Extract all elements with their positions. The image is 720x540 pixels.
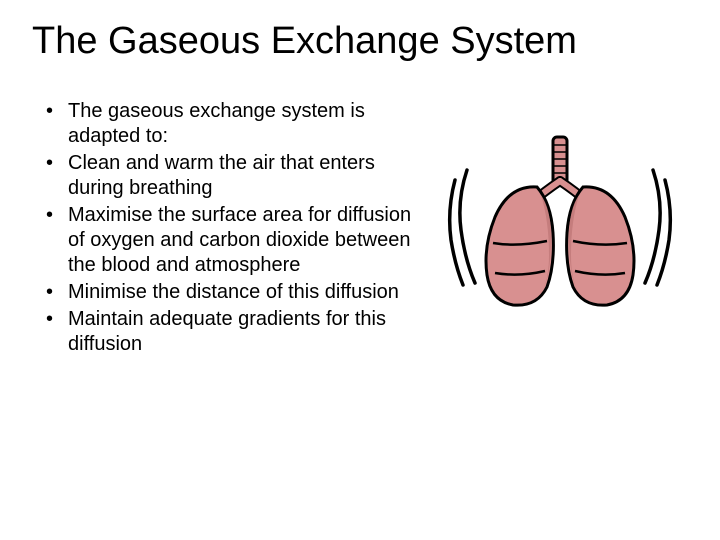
slide-container: The Gaseous Exchange System The gaseous … <box>0 0 720 540</box>
lungs-illustration <box>432 99 688 325</box>
list-item: The gaseous exchange system is adapted t… <box>40 99 432 149</box>
list-item: Minimise the distance of this diffusion <box>40 280 432 305</box>
list-item: Maximise the surface area for diffusion … <box>40 203 432 278</box>
bullet-list: The gaseous exchange system is adapted t… <box>32 99 432 359</box>
list-item: Maintain adequate gradients for this dif… <box>40 307 432 357</box>
content-row: The gaseous exchange system is adapted t… <box>32 99 688 359</box>
lungs-icon <box>445 125 675 325</box>
list-item: Clean and warm the air that enters durin… <box>40 151 432 201</box>
page-title: The Gaseous Exchange System <box>32 20 688 63</box>
